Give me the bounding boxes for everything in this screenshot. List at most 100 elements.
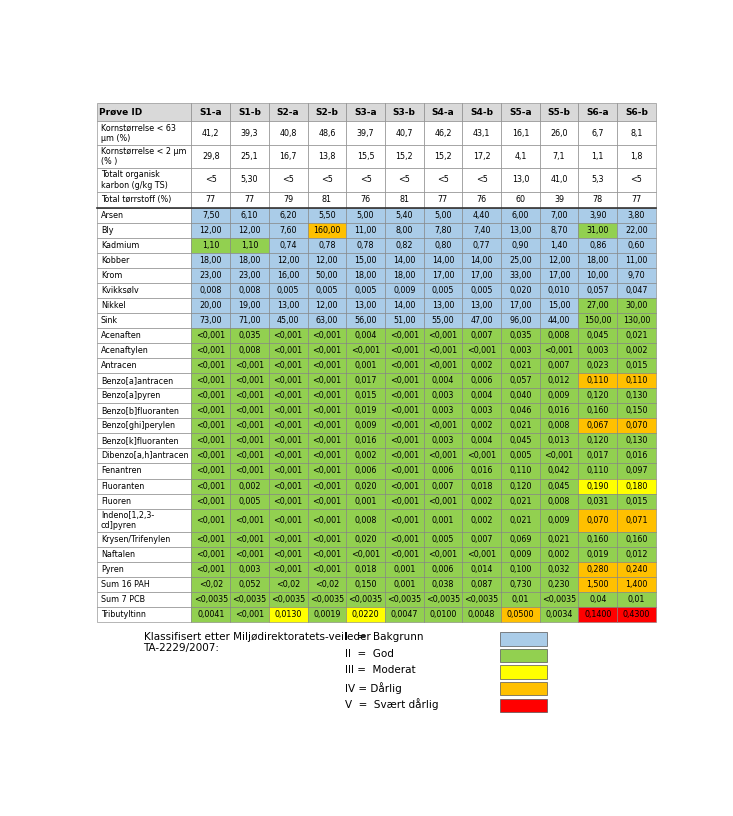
Bar [617,419,656,433]
Text: <0,0035: <0,0035 [426,595,460,604]
Bar [385,373,424,388]
Bar [501,463,539,478]
Text: 0,0100: 0,0100 [430,610,457,619]
Bar [191,122,230,144]
Bar [97,433,191,449]
Bar [308,562,346,577]
Bar [424,562,463,577]
Bar [191,253,230,268]
Text: <0,001: <0,001 [545,346,574,355]
Bar [539,168,578,192]
Bar [269,547,308,562]
Text: 1,10: 1,10 [241,241,258,250]
Text: <0,001: <0,001 [390,421,419,430]
Bar [269,122,308,144]
Text: <0,001: <0,001 [390,535,419,544]
Text: 40,8: 40,8 [279,129,297,138]
Bar [578,403,617,419]
Text: <0,001: <0,001 [273,421,303,430]
Text: <0,001: <0,001 [312,361,342,370]
Bar [500,698,547,712]
Text: 0,071: 0,071 [625,516,648,525]
Bar [617,207,656,223]
Text: 0,008: 0,008 [354,516,377,525]
Text: 7,50: 7,50 [202,211,220,220]
Bar [463,373,501,388]
Bar [578,532,617,547]
Bar [578,223,617,237]
Text: 15,2: 15,2 [434,152,452,161]
Bar [191,403,230,419]
Text: 77: 77 [244,195,254,204]
Text: 39,3: 39,3 [240,129,258,138]
Text: V  =  Svært dårlig: V = Svært dårlig [345,698,438,711]
Text: 77: 77 [631,195,641,204]
Bar [191,433,230,449]
Text: <0,001: <0,001 [428,331,457,340]
Text: 5,00: 5,00 [357,211,375,220]
Text: 0,097: 0,097 [625,467,648,476]
Text: 0,008: 0,008 [238,286,261,295]
Text: 0,001: 0,001 [354,497,377,506]
Text: <0,001: <0,001 [273,497,303,506]
Text: 0,021: 0,021 [625,331,648,340]
Bar [501,328,539,343]
Text: 0,002: 0,002 [625,346,648,355]
Text: <0,0035: <0,0035 [387,595,421,604]
Bar [463,268,501,283]
Bar [191,508,230,532]
Text: 0,002: 0,002 [238,481,261,490]
Text: 14,00: 14,00 [471,255,493,264]
Bar [463,253,501,268]
Text: <0,0035: <0,0035 [271,595,306,604]
Bar [617,494,656,508]
Bar [346,592,385,607]
Text: 17,00: 17,00 [432,271,454,280]
Bar [97,403,191,419]
Text: 0,016: 0,016 [354,437,377,446]
Text: <0,001: <0,001 [312,467,342,476]
Text: 0,0041: 0,0041 [197,610,224,619]
Bar [578,343,617,358]
Bar [308,358,346,373]
Bar [617,343,656,358]
Bar [424,463,463,478]
Text: <0,001: <0,001 [312,497,342,506]
Bar [346,144,385,168]
Bar [308,607,346,623]
Text: 1,500: 1,500 [586,580,609,589]
Bar [191,237,230,253]
Text: <0,001: <0,001 [273,516,303,525]
Bar [463,313,501,328]
Bar [539,253,578,268]
Bar [501,253,539,268]
Text: 1,40: 1,40 [550,241,568,250]
Bar [424,532,463,547]
Bar [501,508,539,532]
Text: 0,015: 0,015 [625,361,648,370]
Text: Nikkel: Nikkel [101,301,125,310]
Bar [191,207,230,223]
Text: <0,02: <0,02 [276,580,301,589]
Text: 0,110: 0,110 [586,467,609,476]
Bar [346,449,385,463]
Bar [500,682,547,695]
Text: 0,150: 0,150 [625,406,648,415]
Text: I   =  Bakgrunn: I = Bakgrunn [345,632,424,642]
Text: 0,130: 0,130 [625,437,648,446]
Bar [308,104,346,122]
Text: 0,005: 0,005 [432,286,454,295]
Bar [346,122,385,144]
Bar [501,223,539,237]
Bar [308,237,346,253]
Bar [191,268,230,283]
Text: 0,038: 0,038 [432,580,454,589]
Bar [424,373,463,388]
Text: 0,80: 0,80 [434,241,452,250]
Text: 0,1400: 0,1400 [584,610,611,619]
Text: <0,0035: <0,0035 [310,595,344,604]
Text: 16,00: 16,00 [277,271,299,280]
Bar [578,463,617,478]
Bar [269,433,308,449]
Text: 0,020: 0,020 [354,481,377,490]
